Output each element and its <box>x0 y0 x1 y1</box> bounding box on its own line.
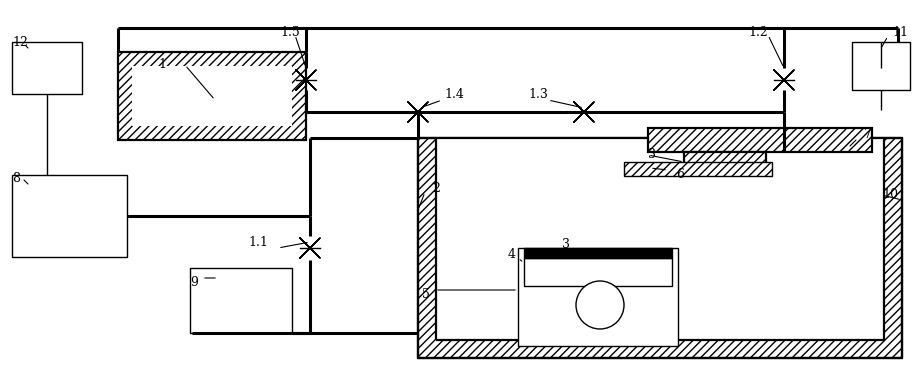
Text: 8: 8 <box>12 172 20 185</box>
Text: 1.3: 1.3 <box>528 88 548 101</box>
Text: 1.1: 1.1 <box>248 236 268 249</box>
Text: 2: 2 <box>432 182 440 195</box>
Bar <box>132 66 292 126</box>
Text: 11: 11 <box>892 26 908 39</box>
Bar <box>518 248 678 346</box>
Bar <box>436 138 884 340</box>
Text: 3: 3 <box>648 148 656 161</box>
Text: 5: 5 <box>422 288 430 301</box>
Bar <box>852 42 910 90</box>
Bar <box>524 258 672 286</box>
Bar <box>12 42 82 94</box>
Bar <box>684 152 766 174</box>
Text: 6: 6 <box>676 168 684 181</box>
Text: 12: 12 <box>12 36 28 49</box>
Bar <box>190 268 292 333</box>
Bar <box>524 248 672 258</box>
Text: 1.4: 1.4 <box>444 88 464 101</box>
Bar <box>12 175 127 257</box>
Text: 1: 1 <box>158 58 166 71</box>
Text: 1.2: 1.2 <box>748 26 768 39</box>
Text: 10: 10 <box>882 188 898 201</box>
Bar <box>418 138 902 358</box>
Text: 4: 4 <box>508 248 516 261</box>
Bar <box>648 128 872 152</box>
Text: 3: 3 <box>562 238 570 251</box>
Text: 1.5: 1.5 <box>280 26 300 39</box>
Text: 7: 7 <box>864 128 872 141</box>
Bar <box>118 52 306 140</box>
Text: 9: 9 <box>190 276 198 289</box>
Bar <box>624 162 772 176</box>
Circle shape <box>576 281 624 329</box>
